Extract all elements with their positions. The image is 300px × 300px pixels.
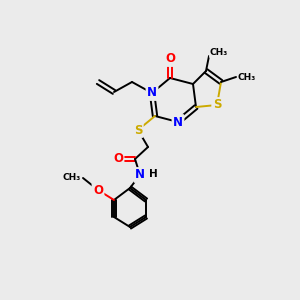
Text: S: S [213, 98, 221, 112]
Text: CH₃: CH₃ [63, 173, 81, 182]
Text: O: O [165, 52, 175, 65]
Text: N: N [173, 116, 183, 128]
Text: S: S [134, 124, 142, 136]
Text: O: O [93, 184, 103, 196]
Text: O: O [113, 152, 123, 166]
Text: CH₃: CH₃ [210, 48, 228, 57]
Text: N: N [135, 169, 145, 182]
Text: H: H [149, 169, 158, 179]
Text: N: N [147, 86, 157, 100]
Text: CH₃: CH₃ [238, 73, 256, 82]
